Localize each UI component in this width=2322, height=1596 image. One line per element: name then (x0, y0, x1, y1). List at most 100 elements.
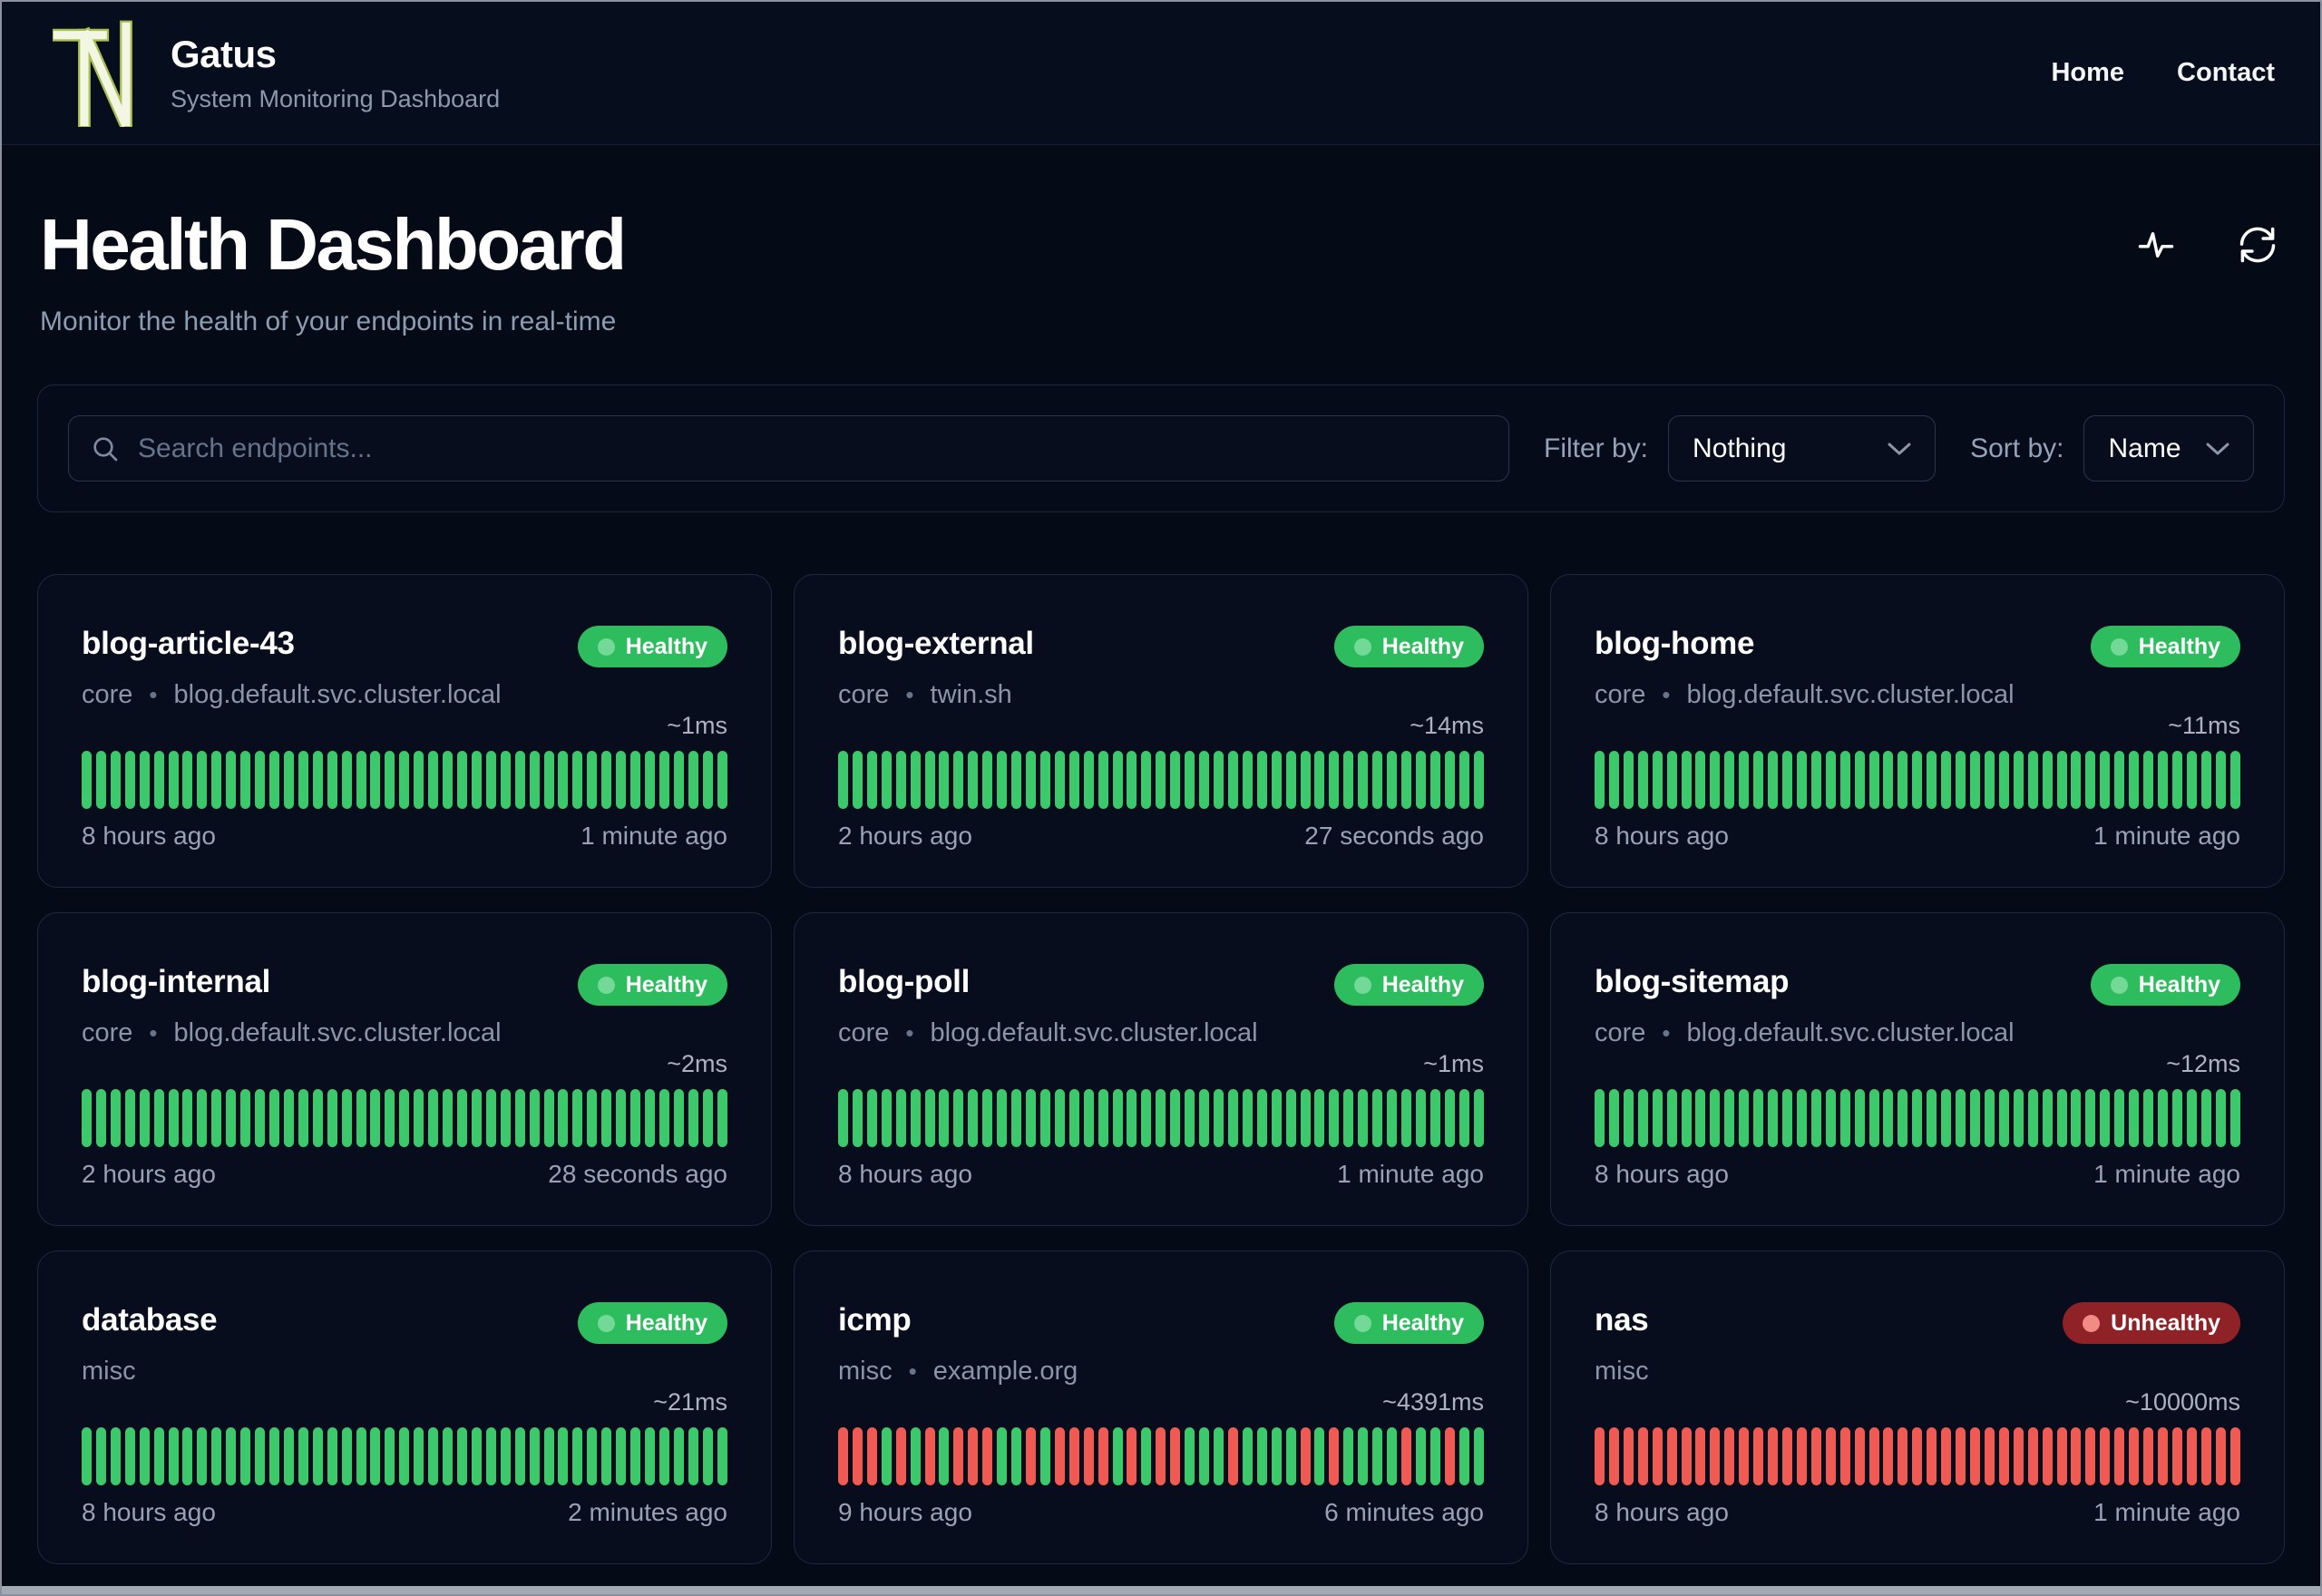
uptime-bar-failure[interactable] (2171, 1427, 2182, 1485)
uptime-bar-success[interactable] (1387, 1089, 1398, 1147)
uptime-bar-success[interactable] (601, 1427, 612, 1485)
uptime-bar-success[interactable] (211, 1089, 222, 1147)
uptime-bar-success[interactable] (153, 1427, 164, 1485)
uptime-bar-success[interactable] (226, 751, 237, 809)
uptime-bar-success[interactable] (385, 1089, 395, 1147)
uptime-bar-failure[interactable] (1127, 1427, 1137, 1485)
uptime-bar-success[interactable] (2129, 751, 2140, 809)
uptime-bar-success[interactable] (1039, 1427, 1050, 1485)
uptime-bar-failure[interactable] (1912, 1427, 1923, 1485)
uptime-bar-success[interactable] (414, 1427, 424, 1485)
uptime-bar-success[interactable] (298, 751, 308, 809)
uptime-bar-success[interactable] (1011, 1427, 1022, 1485)
uptime-bar-success[interactable] (1256, 1089, 1267, 1147)
uptime-bar-success[interactable] (895, 1089, 906, 1147)
uptime-bar-success[interactable] (1098, 1089, 1108, 1147)
uptime-bar-success[interactable] (95, 751, 106, 809)
uptime-bar-success[interactable] (1429, 1427, 1440, 1485)
uptime-bar-success[interactable] (1839, 751, 1850, 809)
uptime-bar-success[interactable] (1956, 751, 1966, 809)
uptime-bar-success[interactable] (1724, 751, 1735, 809)
uptime-bar-success[interactable] (1608, 751, 1619, 809)
uptime-bar-success[interactable] (1054, 751, 1065, 809)
refresh-icon[interactable] (2239, 226, 2277, 264)
uptime-bar-failure[interactable] (1400, 1427, 1411, 1485)
uptime-bar-success[interactable] (2042, 1089, 2053, 1147)
uptime-bar-failure[interactable] (1083, 1427, 1094, 1485)
uptime-bar-success[interactable] (1868, 1089, 1879, 1147)
uptime-bar-failure[interactable] (1753, 1427, 1764, 1485)
uptime-bar-success[interactable] (168, 751, 179, 809)
uptime-bar-success[interactable] (1429, 751, 1440, 809)
uptime-bar-success[interactable] (2085, 751, 2096, 809)
uptime-bar-success[interactable] (1681, 1089, 1692, 1147)
uptime-bar-success[interactable] (2200, 751, 2211, 809)
uptime-bar-success[interactable] (1912, 751, 1923, 809)
uptime-bar-failure[interactable] (895, 1427, 906, 1485)
uptime-bar-success[interactable] (1608, 1089, 1619, 1147)
uptime-bar-success[interactable] (1984, 751, 1995, 809)
uptime-bar-success[interactable] (673, 751, 684, 809)
uptime-bar-success[interactable] (268, 1427, 279, 1485)
uptime-bar-success[interactable] (1652, 1089, 1663, 1147)
uptime-bar-success[interactable] (2215, 1089, 2226, 1147)
uptime-bar-success[interactable] (852, 751, 863, 809)
uptime-bar-success[interactable] (485, 1089, 496, 1147)
uptime-bar-success[interactable] (997, 751, 1008, 809)
uptime-bar-failure[interactable] (1444, 1427, 1455, 1485)
uptime-bar-success[interactable] (997, 1089, 1008, 1147)
uptime-bar-success[interactable] (1343, 1089, 1354, 1147)
uptime-bar-success[interactable] (1156, 1089, 1166, 1147)
uptime-bar-success[interactable] (399, 1089, 410, 1147)
uptime-bar-success[interactable] (1444, 1089, 1455, 1147)
uptime-bar-success[interactable] (1227, 1089, 1238, 1147)
uptime-bar-failure[interactable] (2071, 1427, 2082, 1485)
uptime-bar-success[interactable] (1271, 751, 1282, 809)
uptime-bar-success[interactable] (82, 1089, 92, 1147)
uptime-bar-failure[interactable] (2056, 1427, 2067, 1485)
uptime-bar-success[interactable] (1242, 751, 1253, 809)
uptime-bar-success[interactable] (866, 1089, 877, 1147)
uptime-bar-failure[interactable] (1637, 1427, 1648, 1485)
uptime-bar-success[interactable] (1127, 1089, 1137, 1147)
uptime-bar-success[interactable] (1112, 751, 1123, 809)
uptime-bar-failure[interactable] (1068, 1427, 1079, 1485)
uptime-bar-success[interactable] (529, 751, 540, 809)
uptime-bar-success[interactable] (443, 1089, 454, 1147)
uptime-bar-success[interactable] (428, 1089, 439, 1147)
uptime-bar-success[interactable] (327, 751, 337, 809)
uptime-bar-success[interactable] (312, 1427, 323, 1485)
uptime-bar-failure[interactable] (1695, 1427, 1706, 1485)
uptime-bar-success[interactable] (529, 1427, 540, 1485)
uptime-bar-success[interactable] (1666, 1089, 1677, 1147)
uptime-bar-success[interactable] (1185, 1427, 1195, 1485)
uptime-bar-success[interactable] (2100, 1089, 2111, 1147)
uptime-bar-success[interactable] (982, 1089, 993, 1147)
uptime-bar-success[interactable] (514, 1089, 525, 1147)
uptime-bar-success[interactable] (1098, 751, 1108, 809)
uptime-bar-success[interactable] (2114, 751, 2125, 809)
uptime-bar-success[interactable] (702, 1427, 713, 1485)
uptime-bar-success[interactable] (341, 1427, 352, 1485)
uptime-bar-success[interactable] (1984, 1089, 1995, 1147)
endpoint-card[interactable]: blog-poll Healthy core • blog.default.sv… (794, 912, 1528, 1226)
endpoint-card[interactable]: blog-external Healthy core • twin.sh ~14… (794, 574, 1528, 888)
uptime-bar-failure[interactable] (2186, 1427, 2197, 1485)
uptime-bar-success[interactable] (968, 1089, 979, 1147)
uptime-bar-failure[interactable] (1810, 1427, 1821, 1485)
uptime-bar-failure[interactable] (1839, 1427, 1850, 1485)
uptime-bar-failure[interactable] (2215, 1427, 2226, 1485)
uptime-bar-success[interactable] (226, 1427, 237, 1485)
uptime-bar-success[interactable] (2157, 1089, 2168, 1147)
uptime-bar-success[interactable] (139, 1089, 150, 1147)
uptime-bar-success[interactable] (1285, 751, 1296, 809)
uptime-bar-success[interactable] (312, 751, 323, 809)
uptime-bar-failure[interactable] (2114, 1427, 2125, 1485)
uptime-bar-success[interactable] (327, 1427, 337, 1485)
uptime-bar-success[interactable] (139, 751, 150, 809)
uptime-bar-success[interactable] (1637, 751, 1648, 809)
uptime-bar-success[interactable] (1415, 751, 1426, 809)
uptime-bar-failure[interactable] (2013, 1427, 2024, 1485)
uptime-bar-success[interactable] (659, 1427, 669, 1485)
uptime-bar-success[interactable] (953, 1089, 964, 1147)
